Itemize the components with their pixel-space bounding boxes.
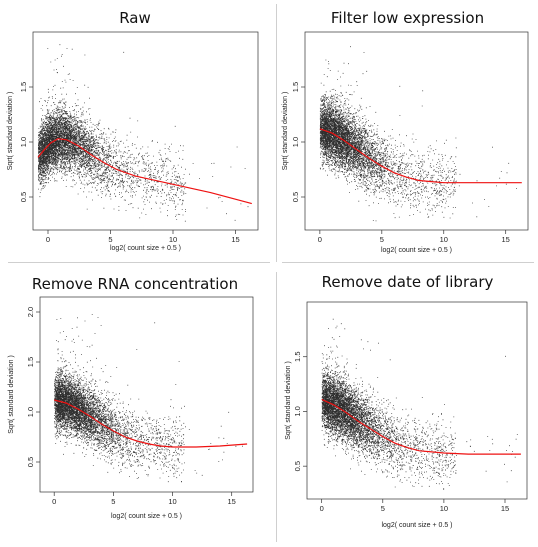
x-tick-label: 10 <box>440 504 448 513</box>
scatter-points <box>54 314 243 483</box>
plot-frame <box>32 31 259 231</box>
plot-frame <box>306 301 528 500</box>
x-axis-label: log2( count size + 0.5 ) <box>381 522 452 529</box>
horizontal-divider-left <box>8 262 270 263</box>
y-axis-label: Sqrt( standard deviation ) <box>282 92 289 171</box>
horizontal-divider-right <box>282 262 534 263</box>
chart-panel-remove-date-of-library: Remove date of library 0 5 10 15 0.5 1.0 1.5 lo… <box>277 263 538 547</box>
x-tick-label: 15 <box>502 235 510 244</box>
chart-panel-filter-low-expression: Filter low expression 0 5 10 15 0.5 1.0 1.5 log… <box>277 0 538 262</box>
scatter-plot: 0 5 10 15 0.5 1.0 1.5 log2( count size + 0.5 ) S… <box>7 31 259 252</box>
chart-title: Remove RNA concentration <box>31 275 239 293</box>
vertical-divider-top <box>276 4 277 262</box>
plot-area: 0 5 10 15 0.5 1.0 1.5 log2( count size + 0.5 ) S… <box>282 31 529 254</box>
x-tick-label: 10 <box>169 235 177 244</box>
trend-line <box>321 398 521 455</box>
plot-frame <box>304 31 529 231</box>
y-tick-label: 1.0 <box>293 406 302 416</box>
scatter-plot: 0 5 10 15 0.5 1.0 1.5 log2( count size + 0.5 ) S… <box>285 301 528 529</box>
x-tick-label: 0 <box>318 235 322 244</box>
trend-line <box>37 138 252 205</box>
chart-panel-raw: Raw 0 5 10 15 0.5 1.0 1.5 log2( count size + 0.… <box>0 0 270 262</box>
y-tick-label: 1.0 <box>291 137 300 147</box>
y-axis-label: Sqrt( standard deviation ) <box>8 355 15 434</box>
x-axis-label: log2( count size + 0.5 ) <box>110 245 181 252</box>
plot-area: 0 5 10 15 0.5 1.0 1.5 log2( count size + 0.5 ) S… <box>7 31 259 252</box>
y-tick-label: 1.5 <box>19 82 28 92</box>
scatter-points <box>321 318 518 490</box>
x-tick-label: 5 <box>380 235 384 244</box>
scatter-points <box>38 44 249 222</box>
y-tick-label: 0.5 <box>291 192 300 202</box>
x-tick-label: 10 <box>440 235 448 244</box>
x-tick-label: 5 <box>108 235 112 244</box>
x-tick-label: 0 <box>320 504 324 513</box>
scatter-plot: 0 5 10 15 0.5 1.0 1.5 log2( count size + 0.5 ) S… <box>282 31 529 254</box>
chart-title: Filter low expression <box>330 9 485 27</box>
x-tick-label: 5 <box>111 497 115 506</box>
plot-frame <box>39 296 254 493</box>
y-tick-label: 1.0 <box>19 137 28 147</box>
y-tick-label: 1.5 <box>291 82 300 92</box>
x-tick-label: 10 <box>168 497 176 506</box>
y-tick-label: 2.0 <box>26 307 35 317</box>
y-axis-label: Sqrt( standard deviation ) <box>7 92 14 171</box>
x-tick-label: 5 <box>381 504 385 513</box>
y-tick-label: 1.5 <box>26 357 35 367</box>
trend-line <box>319 128 522 184</box>
x-tick-label: 0 <box>52 497 56 506</box>
y-tick-label: 0.5 <box>26 457 35 467</box>
chart-panel-remove-rna-concentration: Remove RNA concentration 0 5 10 15 0.5 1.0 1.5… <box>0 263 270 547</box>
trend-line <box>54 399 248 448</box>
x-tick-label: 15 <box>231 235 239 244</box>
x-axis-label: log2( count size + 0.5 ) <box>381 247 452 254</box>
y-tick-label: 0.5 <box>19 192 28 202</box>
plot-area: 0 5 10 15 0.5 1.0 1.5 log2( count size + 0.5 ) S… <box>285 301 528 529</box>
plot-area: 0 5 10 15 0.5 1.0 1.5 2.0 log2( count size + 0.5… <box>8 296 254 520</box>
x-tick-label: 0 <box>46 235 50 244</box>
y-tick-label: 0.5 <box>293 461 302 471</box>
y-tick-label: 1.5 <box>293 352 302 362</box>
y-tick-label: 1.0 <box>26 407 35 417</box>
scatter-points <box>319 46 517 222</box>
x-tick-label: 15 <box>501 504 509 513</box>
x-tick-label: 15 <box>228 497 236 506</box>
chart-title: Raw <box>119 9 151 27</box>
vertical-divider-bottom <box>276 272 277 542</box>
y-axis-label: Sqrt( standard deviation ) <box>285 361 292 440</box>
x-axis-label: log2( count size + 0.5 ) <box>111 513 182 520</box>
scatter-plot: 0 5 10 15 0.5 1.0 1.5 2.0 log2( count size + 0.5… <box>8 296 254 520</box>
chart-title: Remove date of library <box>321 273 494 291</box>
